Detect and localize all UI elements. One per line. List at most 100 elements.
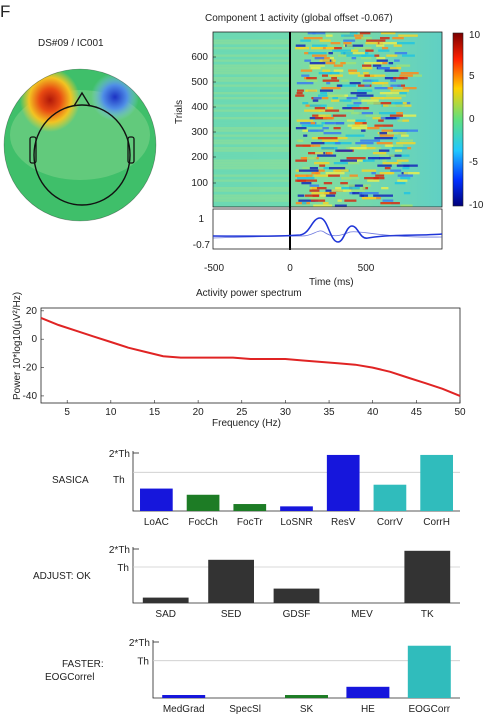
erp-row-segment	[327, 94, 345, 97]
erp-row-segment	[381, 129, 393, 132]
erp-trace-2	[212, 230, 443, 239]
erp-row-segment	[374, 124, 394, 127]
erp-row-segment	[401, 114, 417, 117]
erp-row-segment	[396, 64, 411, 67]
erp-row-segment	[367, 127, 380, 130]
erp-row-segment	[352, 192, 363, 195]
erp-row-baseline	[213, 62, 290, 65]
erp-row-baseline	[213, 44, 290, 47]
erp-row-segment	[332, 97, 339, 100]
erp-row-segment	[314, 107, 326, 110]
erp-row-baseline	[213, 132, 290, 135]
erp-row-segment	[322, 127, 329, 130]
spectrum-xtick-label: 40	[367, 407, 379, 418]
erp-row-segment	[384, 144, 404, 147]
erp-row-segment	[382, 159, 387, 162]
erp-row-segment	[311, 54, 327, 57]
spectrum-ytick-label: 0	[31, 334, 37, 345]
erp-row-segment	[367, 179, 380, 182]
erp-row-segment	[403, 192, 411, 195]
erp-row-segment	[346, 119, 366, 122]
erp-row-baseline	[213, 129, 290, 132]
erp-row-segment	[374, 82, 384, 85]
erp-row-segment	[332, 49, 352, 52]
erp-row-segment	[351, 107, 368, 110]
erp-row-segment	[333, 127, 341, 130]
erp-row-baseline	[213, 184, 290, 187]
bar-label-focch: FocCh	[188, 517, 217, 528]
erp-title: Component 1 activity (global offset -0.0…	[205, 13, 393, 24]
erp-row-segment	[359, 192, 379, 195]
erp-row-segment	[305, 104, 322, 107]
erp-row-segment	[331, 189, 352, 192]
colorbar	[452, 32, 464, 207]
erp-row-baseline	[213, 187, 290, 190]
bar-label-sed: SED	[221, 609, 242, 620]
erp-row-segment	[385, 144, 394, 147]
erp-row-segment	[401, 154, 410, 157]
erp-row-segment	[319, 89, 333, 92]
bar-label-loac: LoAC	[144, 517, 169, 528]
bar-ylabel-th: Th	[117, 563, 129, 574]
erp-row-segment	[346, 157, 366, 160]
erp-row-segment	[306, 157, 315, 160]
bar-losnr	[280, 506, 313, 511]
erp-row-segment	[391, 132, 406, 135]
erp-row-segment	[377, 164, 392, 167]
erp-row-segment	[317, 94, 328, 97]
bar-corrh	[420, 454, 453, 511]
erp-row-segment	[361, 169, 377, 172]
erp-row-segment	[374, 54, 380, 57]
erp-row-segment	[366, 39, 386, 42]
erp-row-baseline	[213, 117, 290, 120]
erp-row-segment	[301, 124, 320, 127]
bar-loac	[140, 488, 173, 511]
erp-row-segment	[315, 57, 330, 60]
erp-row-segment	[341, 79, 349, 82]
erp-row-segment	[399, 129, 419, 132]
erp-row-segment	[376, 142, 393, 145]
bar-medgrad	[162, 695, 206, 698]
erp-row-segment	[310, 129, 319, 132]
erp-row-segment	[367, 102, 381, 105]
adjust-title: ADJUST: OK	[33, 571, 91, 582]
erp-row-segment	[319, 164, 326, 167]
bar-label-medgrad: MedGrad	[163, 704, 205, 715]
erp-row-segment	[322, 69, 331, 72]
faster-chart: 2*Th Th MedGrad SpecSl SK HE EOGCorr FASTER: E…	[45, 638, 460, 715]
erp-row-segment	[295, 174, 309, 177]
erp-row-segment	[311, 144, 321, 147]
erp-row-segment	[333, 69, 344, 72]
adjust-chart: 2*Th Th SAD SED GDSF MEV TK ADJUST: OK	[33, 545, 460, 620]
erp-row-segment	[355, 37, 365, 40]
bar-ylabel-2th: 2*Th	[109, 449, 130, 460]
erp-row-segment	[314, 57, 325, 60]
panel-letter: F	[0, 2, 11, 21]
erp-row-segment	[371, 79, 379, 82]
erp-row-segment	[338, 54, 355, 57]
erp-row-segment	[323, 167, 330, 170]
erp-row-segment	[403, 164, 418, 167]
erp-row-segment	[348, 187, 360, 190]
erp-row-segment	[378, 119, 384, 122]
erp-row-segment	[355, 142, 374, 145]
erp-row-baseline	[213, 32, 290, 35]
bar-label-corrh: CorrH	[423, 517, 450, 528]
erp-row-segment	[332, 94, 343, 97]
topo-label: DS#09 / IC001	[38, 38, 104, 49]
erp-row-segment	[315, 172, 321, 175]
erp-row-segment	[335, 189, 346, 192]
erp-row-segment	[311, 137, 324, 140]
erp-row-segment	[298, 169, 319, 172]
bar-label-he: HE	[361, 704, 375, 715]
erp-ytick-label: 400	[191, 102, 208, 113]
erp-row-segment	[295, 202, 310, 205]
erp-row-segment	[343, 44, 349, 47]
erp-row-segment	[349, 82, 361, 85]
erp-row-segment	[379, 42, 398, 45]
erp-row-segment	[302, 144, 314, 147]
erp-row-segment	[375, 147, 382, 150]
bar-foctr	[233, 504, 267, 511]
erp-row-segment	[304, 59, 311, 62]
erp-row-segment	[362, 159, 375, 162]
